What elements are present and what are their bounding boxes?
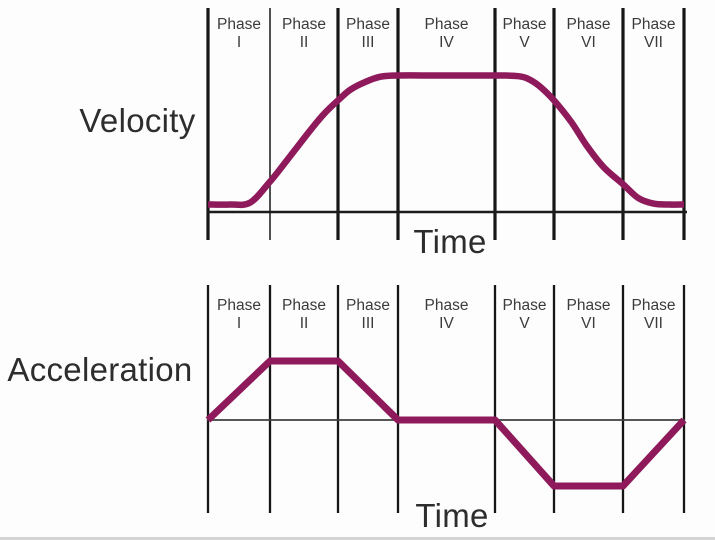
phase-numeral: IV	[439, 314, 454, 332]
phase-numeral: V	[519, 314, 530, 332]
phase-word: Phase	[631, 16, 676, 33]
phase-label-velocity-VII: Phase VII	[619, 16, 689, 51]
phase-word: Phase	[631, 297, 676, 314]
velocity-chart	[206, 8, 687, 240]
phase-label-acceleration-I: Phase I	[204, 297, 274, 332]
phase-numeral: VI	[581, 314, 596, 332]
phase-word: Phase	[282, 297, 326, 314]
phase-numeral: VII	[644, 314, 663, 332]
time-axis-title-acceleration: Time	[415, 497, 489, 534]
phase-word: Phase	[217, 297, 261, 314]
phase-word: Phase	[566, 16, 611, 33]
phase-label-velocity-III: Phase III	[333, 16, 403, 51]
phase-numeral: I	[236, 33, 242, 51]
phase-label-acceleration-III: Phase III	[333, 297, 403, 332]
phase-word: Phase	[424, 16, 469, 33]
time-axis-title-velocity: Time	[413, 223, 487, 260]
phase-numeral: V	[519, 33, 530, 51]
phase-word: Phase	[502, 297, 547, 314]
phase-numeral: VI	[581, 33, 596, 51]
phase-label-velocity-IV: Phase IV	[412, 16, 482, 51]
velocity-axis-title: Velocity	[79, 102, 196, 139]
phase-label-velocity-VI: Phase VI	[554, 16, 624, 51]
phase-numeral: III	[361, 314, 375, 332]
phase-word: Phase	[346, 297, 390, 314]
velocity-curve	[207, 72, 685, 209]
phase-numeral: IV	[439, 33, 454, 51]
phase-label-velocity-V: Phase V	[490, 16, 560, 51]
acceleration-chart	[205, 285, 687, 513]
phase-label-velocity-II: Phase II	[269, 16, 339, 51]
acceleration-curve	[205, 357, 687, 490]
phase-label-acceleration-IV: Phase IV	[412, 297, 482, 332]
phase-numeral: I	[236, 314, 242, 332]
phase-word: Phase	[424, 297, 469, 314]
phase-numeral: II	[299, 33, 309, 51]
phase-word: Phase	[566, 297, 611, 314]
phase-word: Phase	[282, 16, 326, 33]
phase-word: Phase	[217, 16, 261, 33]
phase-label-acceleration-VI: Phase VI	[554, 297, 624, 332]
phase-word: Phase	[502, 16, 547, 33]
phase-label-acceleration-VII: Phase VII	[619, 297, 689, 332]
phase-numeral: VII	[644, 33, 663, 51]
phase-label-acceleration-II: Phase II	[269, 297, 339, 332]
phase-numeral: II	[299, 314, 309, 332]
phase-word: Phase	[346, 16, 390, 33]
phase-label-velocity-I: Phase I	[204, 16, 274, 51]
phase-label-acceleration-V: Phase V	[490, 297, 560, 332]
acceleration-axis-title: Acceleration	[7, 351, 193, 388]
image-bottom-edge	[0, 537, 715, 540]
phase-numeral: III	[361, 33, 375, 51]
